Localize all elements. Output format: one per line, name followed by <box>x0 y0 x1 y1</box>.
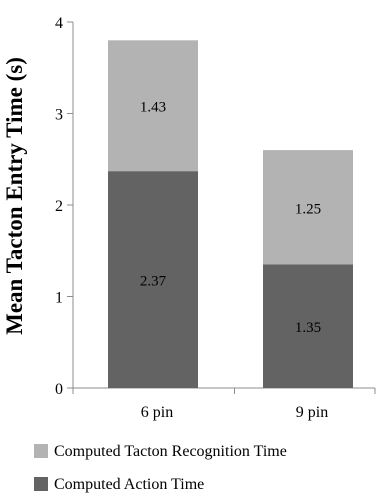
y-tick-label: 3 <box>55 107 63 124</box>
bars-group <box>108 40 353 388</box>
data-label: 1.43 <box>140 100 166 116</box>
y-tick-label: 0 <box>55 381 63 398</box>
y-axis-title: Mean Tacton Entry Time (s) <box>2 57 27 335</box>
x-category-label: 9 pin <box>296 404 328 421</box>
legend-swatch <box>34 444 48 458</box>
x-axis <box>72 387 376 394</box>
data-label: 1.35 <box>295 320 321 336</box>
legend: Computed Tacton Recognition Time Computed… <box>34 443 287 493</box>
legend-label: Computed Action Time <box>54 476 204 493</box>
y-axis: 0 1 2 3 4 <box>55 15 74 398</box>
data-label: 1.25 <box>295 201 321 217</box>
bar-segment-action-9pin <box>263 264 353 388</box>
bar-segment-recognition-6pin <box>108 40 198 172</box>
y-tick-label: 4 <box>55 15 63 32</box>
legend-label: Computed Tacton Recognition Time <box>54 443 287 460</box>
x-category-label: 6 pin <box>141 404 173 421</box>
y-tick-label: 1 <box>55 290 63 307</box>
category-labels-group: 6 pin 9 pin <box>141 404 328 421</box>
legend-swatch <box>34 477 48 491</box>
bar-segment-action-6pin <box>108 171 198 388</box>
data-labels-group: 2.37 1.43 1.35 1.25 <box>140 100 321 337</box>
bar-segment-recognition-9pin <box>263 150 353 265</box>
data-label: 2.37 <box>140 274 167 290</box>
y-tick-label: 2 <box>55 198 63 215</box>
